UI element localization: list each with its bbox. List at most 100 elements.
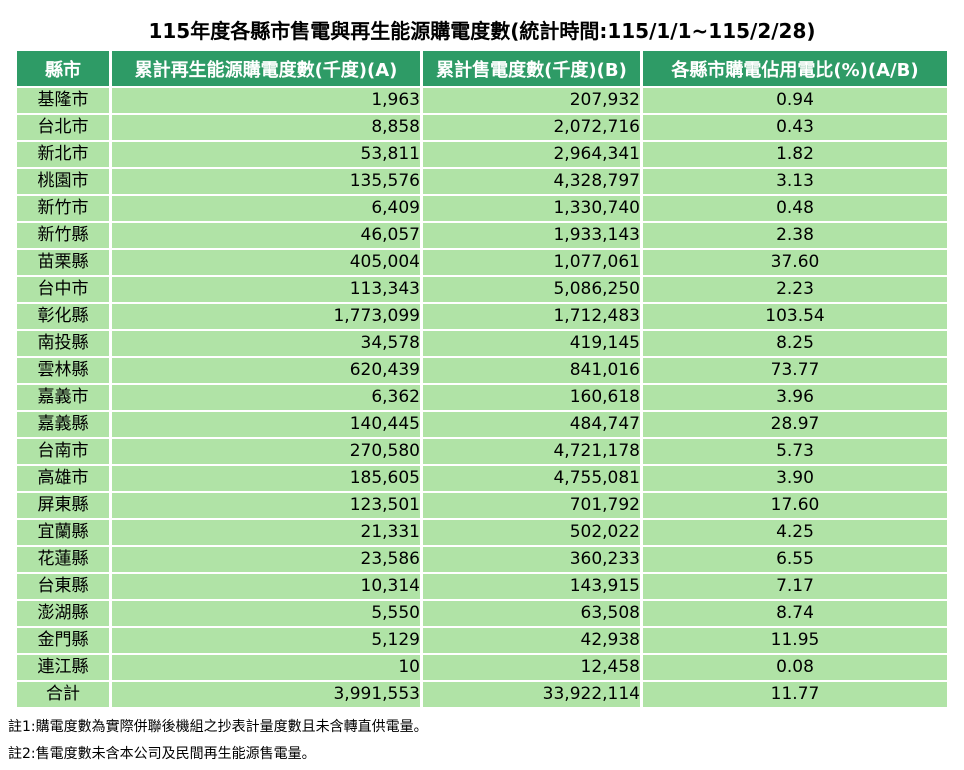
county-name-cell: 宜蘭縣 (17, 520, 112, 547)
value-cell: 2.23 (643, 277, 947, 304)
value-cell: 123,501 (112, 493, 423, 520)
table-row: 基隆市 1,963 207,932 0.94 (17, 88, 947, 115)
value-cell: 23,586 (112, 547, 423, 574)
county-name-cell: 基隆市 (17, 88, 112, 115)
value-cell: 3.13 (643, 169, 947, 196)
county-name-cell: 金門縣 (17, 628, 112, 655)
value-cell: 103.54 (643, 304, 947, 331)
column-header-electricity-sold: 累計售電度數(千度)(B) (423, 51, 643, 88)
county-name-cell: 嘉義縣 (17, 412, 112, 439)
value-cell: 73.77 (643, 358, 947, 385)
value-cell: 5,086,250 (423, 277, 643, 304)
value-cell: 1,773,099 (112, 304, 423, 331)
county-name-cell: 桃園市 (17, 169, 112, 196)
value-cell: 2,072,716 (423, 115, 643, 142)
county-name-cell: 苗栗縣 (17, 250, 112, 277)
table-row: 南投縣 34,578 419,145 8.25 (17, 331, 947, 358)
value-cell: 34,578 (112, 331, 423, 358)
value-cell: 10,314 (112, 574, 423, 601)
county-name-cell: 台東縣 (17, 574, 112, 601)
table-row: 花蓮縣 23,586 360,233 6.55 (17, 547, 947, 574)
county-name-cell: 南投縣 (17, 331, 112, 358)
county-name-cell: 屏東縣 (17, 493, 112, 520)
table-row: 台東縣 10,314 143,915 7.17 (17, 574, 947, 601)
value-cell: 620,439 (112, 358, 423, 385)
value-cell: 419,145 (423, 331, 643, 358)
column-header-purchase-ratio: 各縣市購電佔用電比(%)(A/B) (643, 51, 947, 88)
page-title: 115年度各縣市售電與再生能源購電度數(統計時間:115/1/1~115/2/2… (148, 19, 816, 43)
table-row: 嘉義縣 140,445 484,747 28.97 (17, 412, 947, 439)
value-cell: 6,362 (112, 385, 423, 412)
value-cell: 10 (112, 655, 423, 682)
value-cell: 185,605 (112, 466, 423, 493)
table-row: 雲林縣 620,439 841,016 73.77 (17, 358, 947, 385)
electricity-table: 縣市 累計再生能源購電度數(千度)(A) 累計售電度數(千度)(B) 各縣市購電… (17, 51, 947, 709)
value-cell: 4,328,797 (423, 169, 643, 196)
county-name-cell: 嘉義市 (17, 385, 112, 412)
county-name-cell: 合計 (17, 682, 112, 709)
value-cell: 113,343 (112, 277, 423, 304)
value-cell: 1,077,061 (423, 250, 643, 277)
value-cell: 37.60 (643, 250, 947, 277)
footnote-2: 註2:售電度數未含本公司及民間再生能源售電量。 (8, 746, 316, 762)
value-cell: 701,792 (423, 493, 643, 520)
table-row: 桃園市 135,576 4,328,797 3.13 (17, 169, 947, 196)
value-cell: 2,964,341 (423, 142, 643, 169)
value-cell: 1,933,143 (423, 223, 643, 250)
table-header-row: 縣市 累計再生能源購電度數(千度)(A) 累計售電度數(千度)(B) 各縣市購電… (17, 51, 947, 88)
value-cell: 0.08 (643, 655, 947, 682)
value-cell: 160,618 (423, 385, 643, 412)
value-cell: 3,991,553 (112, 682, 423, 709)
county-name-cell: 台南市 (17, 439, 112, 466)
county-name-cell: 高雄市 (17, 466, 112, 493)
value-cell: 207,932 (423, 88, 643, 115)
value-cell: 502,022 (423, 520, 643, 547)
value-cell: 484,747 (423, 412, 643, 439)
value-cell: 135,576 (112, 169, 423, 196)
value-cell: 7.17 (643, 574, 947, 601)
table-row: 嘉義市 6,362 160,618 3.96 (17, 385, 947, 412)
table-row: 新竹縣 46,057 1,933,143 2.38 (17, 223, 947, 250)
table-row: 屏東縣 123,501 701,792 17.60 (17, 493, 947, 520)
value-cell: 1.82 (643, 142, 947, 169)
value-cell: 46,057 (112, 223, 423, 250)
value-cell: 17.60 (643, 493, 947, 520)
value-cell: 405,004 (112, 250, 423, 277)
value-cell: 21,331 (112, 520, 423, 547)
value-cell: 1,712,483 (423, 304, 643, 331)
value-cell: 2.38 (643, 223, 947, 250)
value-cell: 11.77 (643, 682, 947, 709)
table-row: 台北市 8,858 2,072,716 0.43 (17, 115, 947, 142)
value-cell: 8.25 (643, 331, 947, 358)
value-cell: 33,922,114 (423, 682, 643, 709)
value-cell: 0.94 (643, 88, 947, 115)
value-cell: 4,755,081 (423, 466, 643, 493)
value-cell: 360,233 (423, 547, 643, 574)
value-cell: 5,129 (112, 628, 423, 655)
county-name-cell: 澎湖縣 (17, 601, 112, 628)
value-cell: 11.95 (643, 628, 947, 655)
value-cell: 841,016 (423, 358, 643, 385)
table-row: 新竹市 6,409 1,330,740 0.48 (17, 196, 947, 223)
footnote-1: 註1:購電度數為實際併聯後機組之抄表計量度數且未含轉直供電量。 (8, 719, 428, 735)
value-cell: 8.74 (643, 601, 947, 628)
footnotes: 註1:購電度數為實際併聯後機組之抄表計量度數且未含轉直供電量。 註2:售電度數未… (8, 718, 964, 763)
value-cell: 270,580 (112, 439, 423, 466)
table-row: 新北市 53,811 2,964,341 1.82 (17, 142, 947, 169)
county-name-cell: 彰化縣 (17, 304, 112, 331)
table-row: 澎湖縣 5,550 63,508 8.74 (17, 601, 947, 628)
value-cell: 53,811 (112, 142, 423, 169)
value-cell: 1,963 (112, 88, 423, 115)
county-name-cell: 連江縣 (17, 655, 112, 682)
value-cell: 8,858 (112, 115, 423, 142)
table-row: 彰化縣 1,773,099 1,712,483 103.54 (17, 304, 947, 331)
table-row: 高雄市 185,605 4,755,081 3.90 (17, 466, 947, 493)
value-cell: 3.96 (643, 385, 947, 412)
total-row: 合計 3,991,553 33,922,114 11.77 (17, 682, 947, 709)
value-cell: 4.25 (643, 520, 947, 547)
table-row: 金門縣 5,129 42,938 11.95 (17, 628, 947, 655)
value-cell: 5,550 (112, 601, 423, 628)
value-cell: 0.48 (643, 196, 947, 223)
county-name-cell: 花蓮縣 (17, 547, 112, 574)
